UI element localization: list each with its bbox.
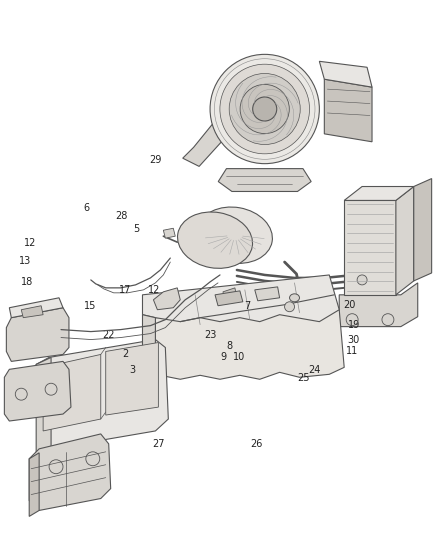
Text: 23: 23 bbox=[204, 330, 216, 341]
Polygon shape bbox=[29, 453, 39, 516]
Text: 7: 7 bbox=[244, 301, 251, 311]
Polygon shape bbox=[4, 361, 71, 421]
Circle shape bbox=[220, 64, 310, 154]
Polygon shape bbox=[319, 61, 372, 87]
Polygon shape bbox=[142, 275, 339, 321]
Polygon shape bbox=[183, 117, 237, 166]
Text: 10: 10 bbox=[233, 352, 245, 361]
Text: 22: 22 bbox=[102, 330, 114, 341]
Polygon shape bbox=[7, 308, 69, 361]
Text: 12: 12 bbox=[148, 285, 160, 295]
Polygon shape bbox=[324, 79, 372, 142]
Polygon shape bbox=[223, 288, 237, 302]
Polygon shape bbox=[153, 288, 180, 310]
Text: 9: 9 bbox=[220, 352, 226, 361]
Text: 11: 11 bbox=[346, 346, 358, 356]
Polygon shape bbox=[215, 291, 243, 306]
Text: 19: 19 bbox=[348, 320, 360, 330]
Circle shape bbox=[210, 54, 319, 164]
Text: 5: 5 bbox=[133, 224, 139, 235]
Polygon shape bbox=[414, 179, 431, 281]
Text: 25: 25 bbox=[297, 373, 310, 383]
Text: 26: 26 bbox=[250, 439, 262, 449]
Polygon shape bbox=[36, 340, 168, 449]
Circle shape bbox=[240, 84, 290, 134]
Polygon shape bbox=[339, 283, 418, 327]
Text: 3: 3 bbox=[129, 365, 135, 375]
Ellipse shape bbox=[290, 294, 300, 302]
Polygon shape bbox=[142, 314, 155, 374]
Text: 24: 24 bbox=[308, 365, 321, 375]
Text: 29: 29 bbox=[150, 155, 162, 165]
Polygon shape bbox=[29, 434, 111, 511]
Circle shape bbox=[229, 74, 300, 144]
Polygon shape bbox=[106, 343, 159, 415]
Text: 17: 17 bbox=[119, 285, 131, 295]
Text: 20: 20 bbox=[343, 300, 356, 310]
Polygon shape bbox=[36, 358, 51, 457]
Circle shape bbox=[357, 275, 367, 285]
Text: 27: 27 bbox=[152, 439, 164, 449]
Polygon shape bbox=[218, 168, 311, 191]
Text: 8: 8 bbox=[227, 341, 233, 351]
Polygon shape bbox=[344, 187, 414, 200]
Polygon shape bbox=[255, 287, 279, 301]
Circle shape bbox=[253, 97, 277, 121]
Polygon shape bbox=[155, 310, 344, 379]
Polygon shape bbox=[344, 200, 396, 295]
Text: 12: 12 bbox=[24, 238, 36, 248]
Polygon shape bbox=[21, 306, 43, 318]
Text: 28: 28 bbox=[115, 211, 127, 221]
Text: 13: 13 bbox=[19, 256, 32, 266]
Polygon shape bbox=[396, 187, 414, 295]
Circle shape bbox=[285, 302, 294, 312]
Text: 15: 15 bbox=[85, 301, 97, 311]
Text: 18: 18 bbox=[21, 277, 33, 287]
Text: 2: 2 bbox=[122, 349, 128, 359]
Text: 6: 6 bbox=[83, 203, 89, 213]
Text: 1: 1 bbox=[220, 238, 226, 248]
Ellipse shape bbox=[198, 207, 272, 263]
Polygon shape bbox=[43, 354, 101, 431]
Polygon shape bbox=[9, 298, 63, 318]
Text: 30: 30 bbox=[348, 335, 360, 345]
Polygon shape bbox=[163, 228, 175, 238]
Ellipse shape bbox=[177, 212, 253, 268]
